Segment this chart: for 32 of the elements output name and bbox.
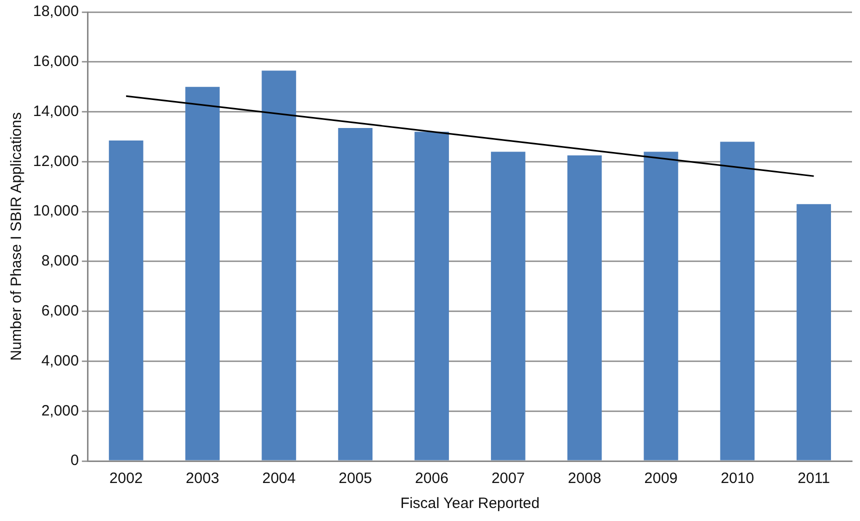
y-tick-label: 12,000 [32,152,79,170]
x-tick-label: 2010 [720,470,754,488]
y-tick-label: 14,000 [32,102,79,120]
y-tick-label: 18,000 [32,3,79,20]
y-tick-label: 16,000 [32,53,79,70]
bar [490,152,526,460]
bar [338,128,373,460]
x-axis-title: Fiscal Year Reported [400,495,540,512]
y-tick-label: 6,000 [41,302,79,320]
x-tick-label: 2005 [338,470,372,488]
bar [720,142,755,460]
bar [796,204,831,460]
x-tick-label: 2009 [644,470,678,488]
y-tick-label: 8,000 [41,252,79,270]
y-tick-label: 0 [70,452,79,470]
x-tick-label: 2004 [262,470,296,488]
x-tick-label: 2006 [415,470,448,488]
bar [108,140,144,460]
x-tick-label: 2003 [186,470,220,488]
x-tick-label: 2011 [798,470,830,488]
bar [414,132,449,460]
bar [262,70,296,460]
bar [644,152,678,460]
x-tick-label: 2008 [568,470,602,488]
bar [567,155,602,460]
y-tick-label: 4,000 [41,352,79,370]
bar [185,86,220,460]
y-axis-title: Number of Phase I SBIR Applications [8,112,26,361]
y-tick-label: 10,000 [32,202,79,220]
y-tick-label: 2,000 [41,402,79,420]
x-tick-label: 2007 [491,470,525,488]
x-tick-label: 2002 [109,470,143,488]
